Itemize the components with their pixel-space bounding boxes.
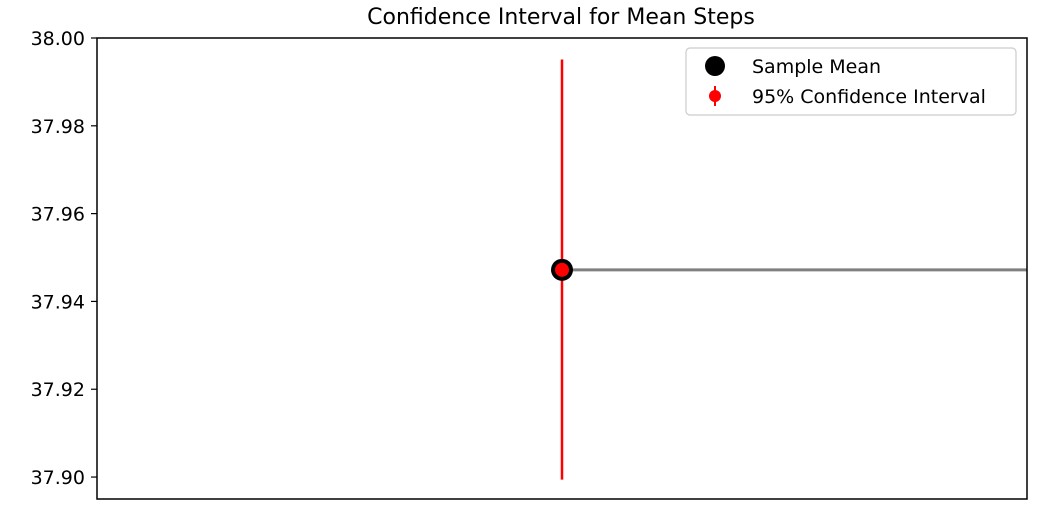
y-tick-label: 37.92	[31, 379, 85, 401]
y-axis: 37.90 37.92 37.94 37.96 37.98 38.00	[31, 28, 97, 489]
plot-frame	[96, 37, 1028, 500]
legend-box	[685, 47, 1017, 116]
legend-label-confidence-interval: 95% Confidence Interval	[752, 86, 986, 108]
legend: Sample Mean 95% Confidence Interval	[685, 47, 1017, 116]
confidence-interval-point	[555, 262, 569, 277]
legend-marker-ci-dot	[709, 90, 721, 102]
y-tick-label: 38.00	[31, 28, 85, 50]
legend-label-sample-mean: Sample Mean	[752, 56, 881, 78]
y-tick-label: 37.94	[31, 291, 85, 313]
legend-marker-sample-mean	[705, 56, 725, 76]
plot-content	[551, 59, 1027, 480]
y-tick-label: 37.98	[31, 116, 85, 138]
chart-title: Confidence Interval for Mean Steps	[367, 5, 755, 30]
y-tick-label: 37.90	[31, 467, 85, 489]
y-tick-label: 37.96	[31, 204, 85, 226]
